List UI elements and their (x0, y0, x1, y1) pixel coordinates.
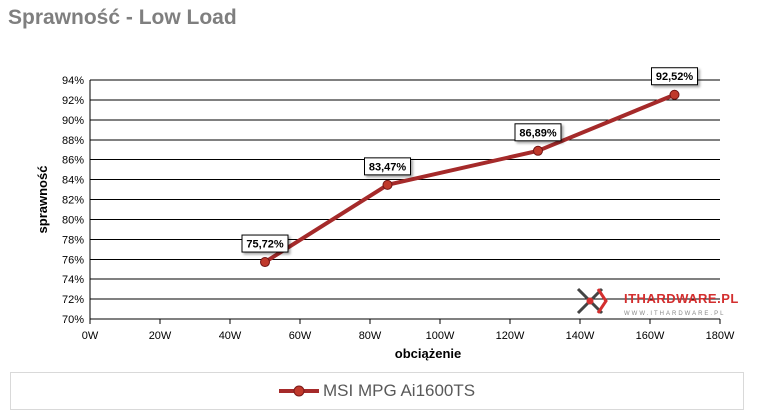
x-tick-label: 140W (566, 330, 595, 342)
x-tick-label: 100W (426, 330, 455, 342)
y-tick-label: 72% (62, 294, 84, 306)
x-tick-label: 60W (289, 330, 312, 342)
x-tick-label: 80W (359, 330, 382, 342)
data-point (382, 179, 393, 190)
data-label: 83,47% (369, 161, 407, 173)
legend-entry: MSI MPG Ai1600TS (279, 381, 475, 401)
data-label: 86,89% (519, 127, 557, 139)
x-tick-label: 20W (149, 330, 172, 342)
data-label-box (651, 67, 698, 86)
y-tick-label: 78% (62, 234, 84, 246)
data-label: 75,72% (246, 239, 284, 251)
y-tick-label: 84% (62, 175, 84, 187)
x-tick-label: 120W (496, 330, 525, 342)
x-axis-title: obciążenie (395, 346, 461, 361)
y-axis-title: sprawność (35, 166, 50, 234)
y-tick-label: 76% (62, 254, 84, 266)
y-tick-label: 94% (62, 75, 84, 87)
efficiency-line-chart: 70% 72% 74% 76% 78% 80% 82% 84% 86% 88% 90% 92% 94% 0… (35, 67, 739, 361)
data-point (669, 89, 680, 100)
data-point (260, 257, 270, 268)
y-tick-label: 70% (62, 314, 84, 326)
y-tick-label: 74% (62, 274, 84, 286)
legend: MSI MPG Ai1600TS (10, 372, 744, 410)
ithardware-logo (576, 287, 608, 315)
watermark-subtext: WWW.ITHARDWARE.PL (624, 311, 725, 317)
x-tick-label: 0W (82, 330, 99, 342)
x-tick-label: 40W (219, 330, 242, 342)
legend-swatch-icon (279, 385, 319, 397)
x-tick-label: 160W (636, 330, 665, 342)
series-line (263, 92, 676, 264)
y-tick-label: 80% (62, 214, 84, 226)
y-tick-label: 82% (62, 195, 84, 207)
y-tick-label: 92% (62, 95, 84, 107)
legend-label: MSI MPG Ai1600TS (323, 381, 476, 400)
data-point (533, 145, 543, 156)
data-label-box (364, 157, 411, 176)
page-title: Sprawność - Low Load (8, 6, 237, 29)
y-tick-label: 90% (62, 115, 84, 127)
x-tick-label: 180W (706, 330, 735, 342)
watermark-brand: ITHARDWARE.PL (624, 291, 739, 306)
data-label-box (241, 234, 289, 253)
data-label-box (514, 123, 562, 142)
data-label: 92,52% (656, 71, 694, 83)
y-tick-label: 86% (62, 155, 84, 167)
y-tick-label: 88% (62, 135, 84, 147)
